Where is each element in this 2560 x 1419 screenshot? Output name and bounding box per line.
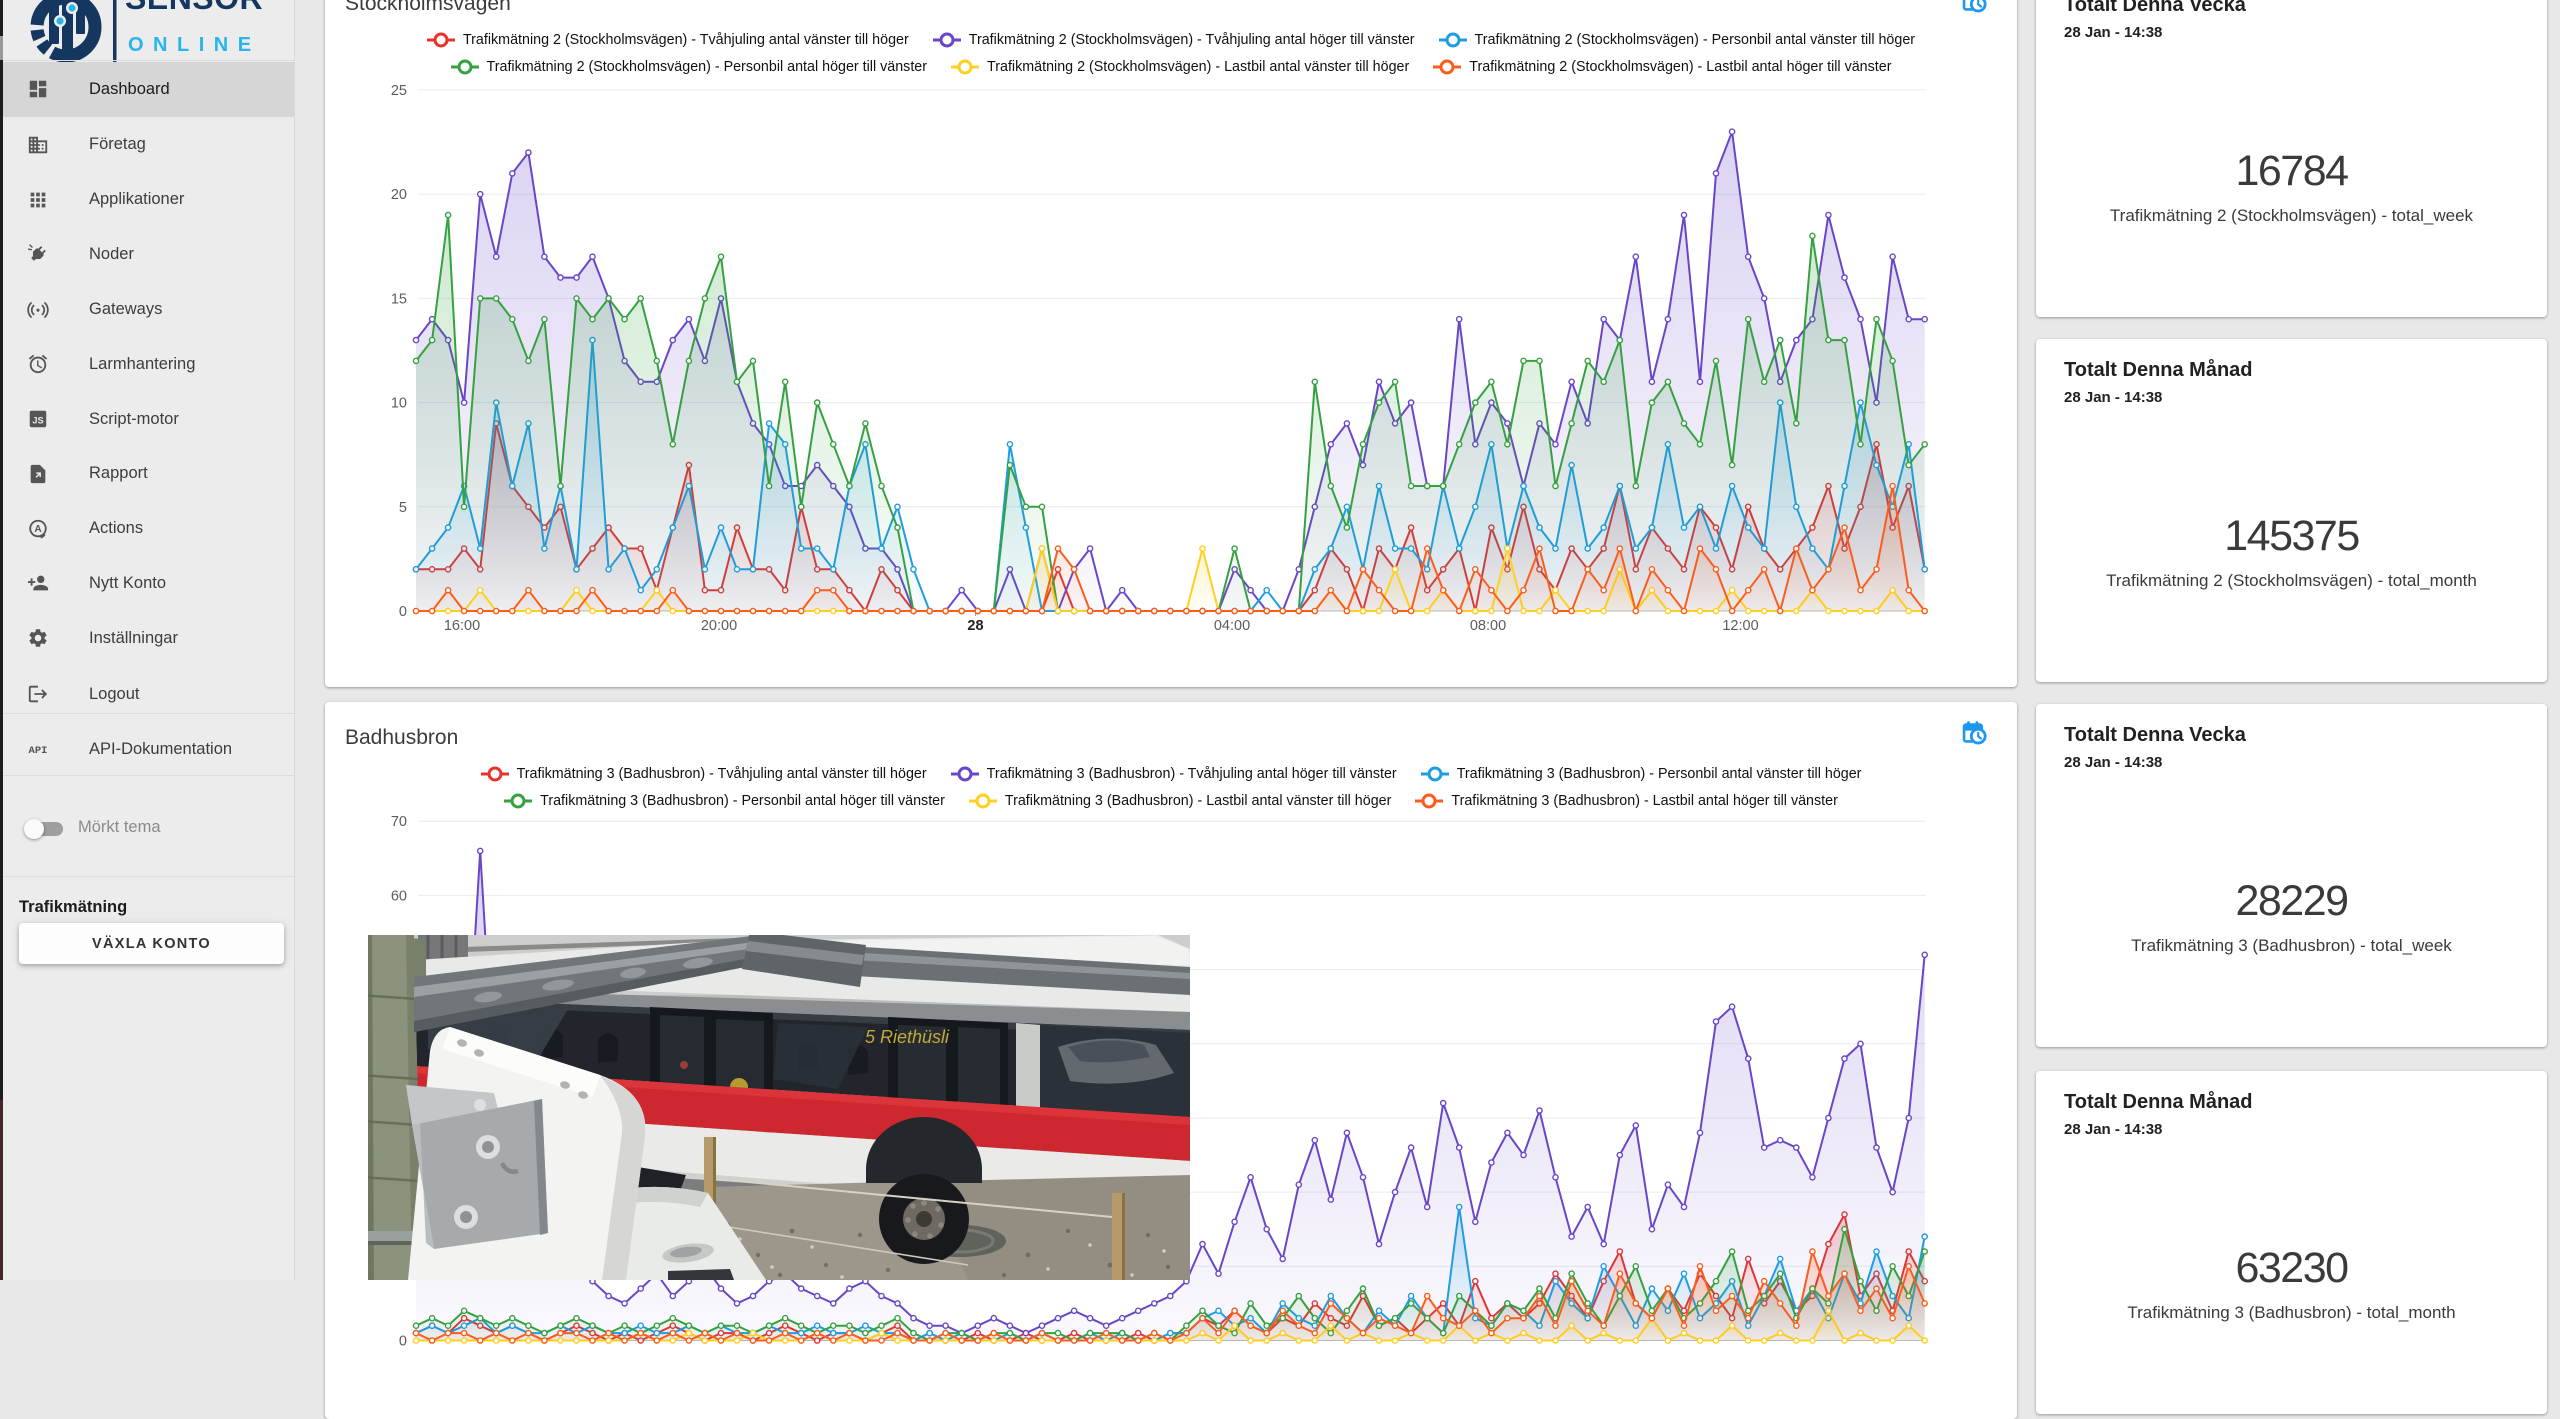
svg-text:20: 20 [391, 187, 407, 203]
svg-text:04:00: 04:00 [1214, 618, 1250, 634]
svg-text:15: 15 [391, 291, 407, 307]
svg-text:A: A [34, 524, 42, 535]
svg-text:20:00: 20:00 [701, 618, 737, 634]
svg-text:0: 0 [399, 1334, 407, 1350]
svg-text:16:00: 16:00 [444, 618, 480, 634]
svg-text:5: 5 [399, 500, 407, 516]
svg-text:10: 10 [391, 396, 407, 412]
svg-text:SENSOR: SENSOR [125, 0, 263, 16]
svg-text:API: API [29, 745, 48, 757]
svg-text:12:00: 12:00 [1722, 618, 1758, 634]
svg-text:08:00: 08:00 [1470, 618, 1506, 634]
svg-text:28: 28 [967, 618, 983, 634]
svg-text:70: 70 [391, 814, 407, 830]
svg-text:60: 60 [391, 888, 407, 904]
svg-text:ONLINE: ONLINE [128, 34, 261, 56]
svg-text:0: 0 [399, 604, 407, 620]
svg-text:25: 25 [391, 83, 407, 99]
svg-text:JS: JS [32, 416, 43, 426]
svg-text:5 Riethüsli: 5 Riethüsli [865, 1027, 950, 1047]
